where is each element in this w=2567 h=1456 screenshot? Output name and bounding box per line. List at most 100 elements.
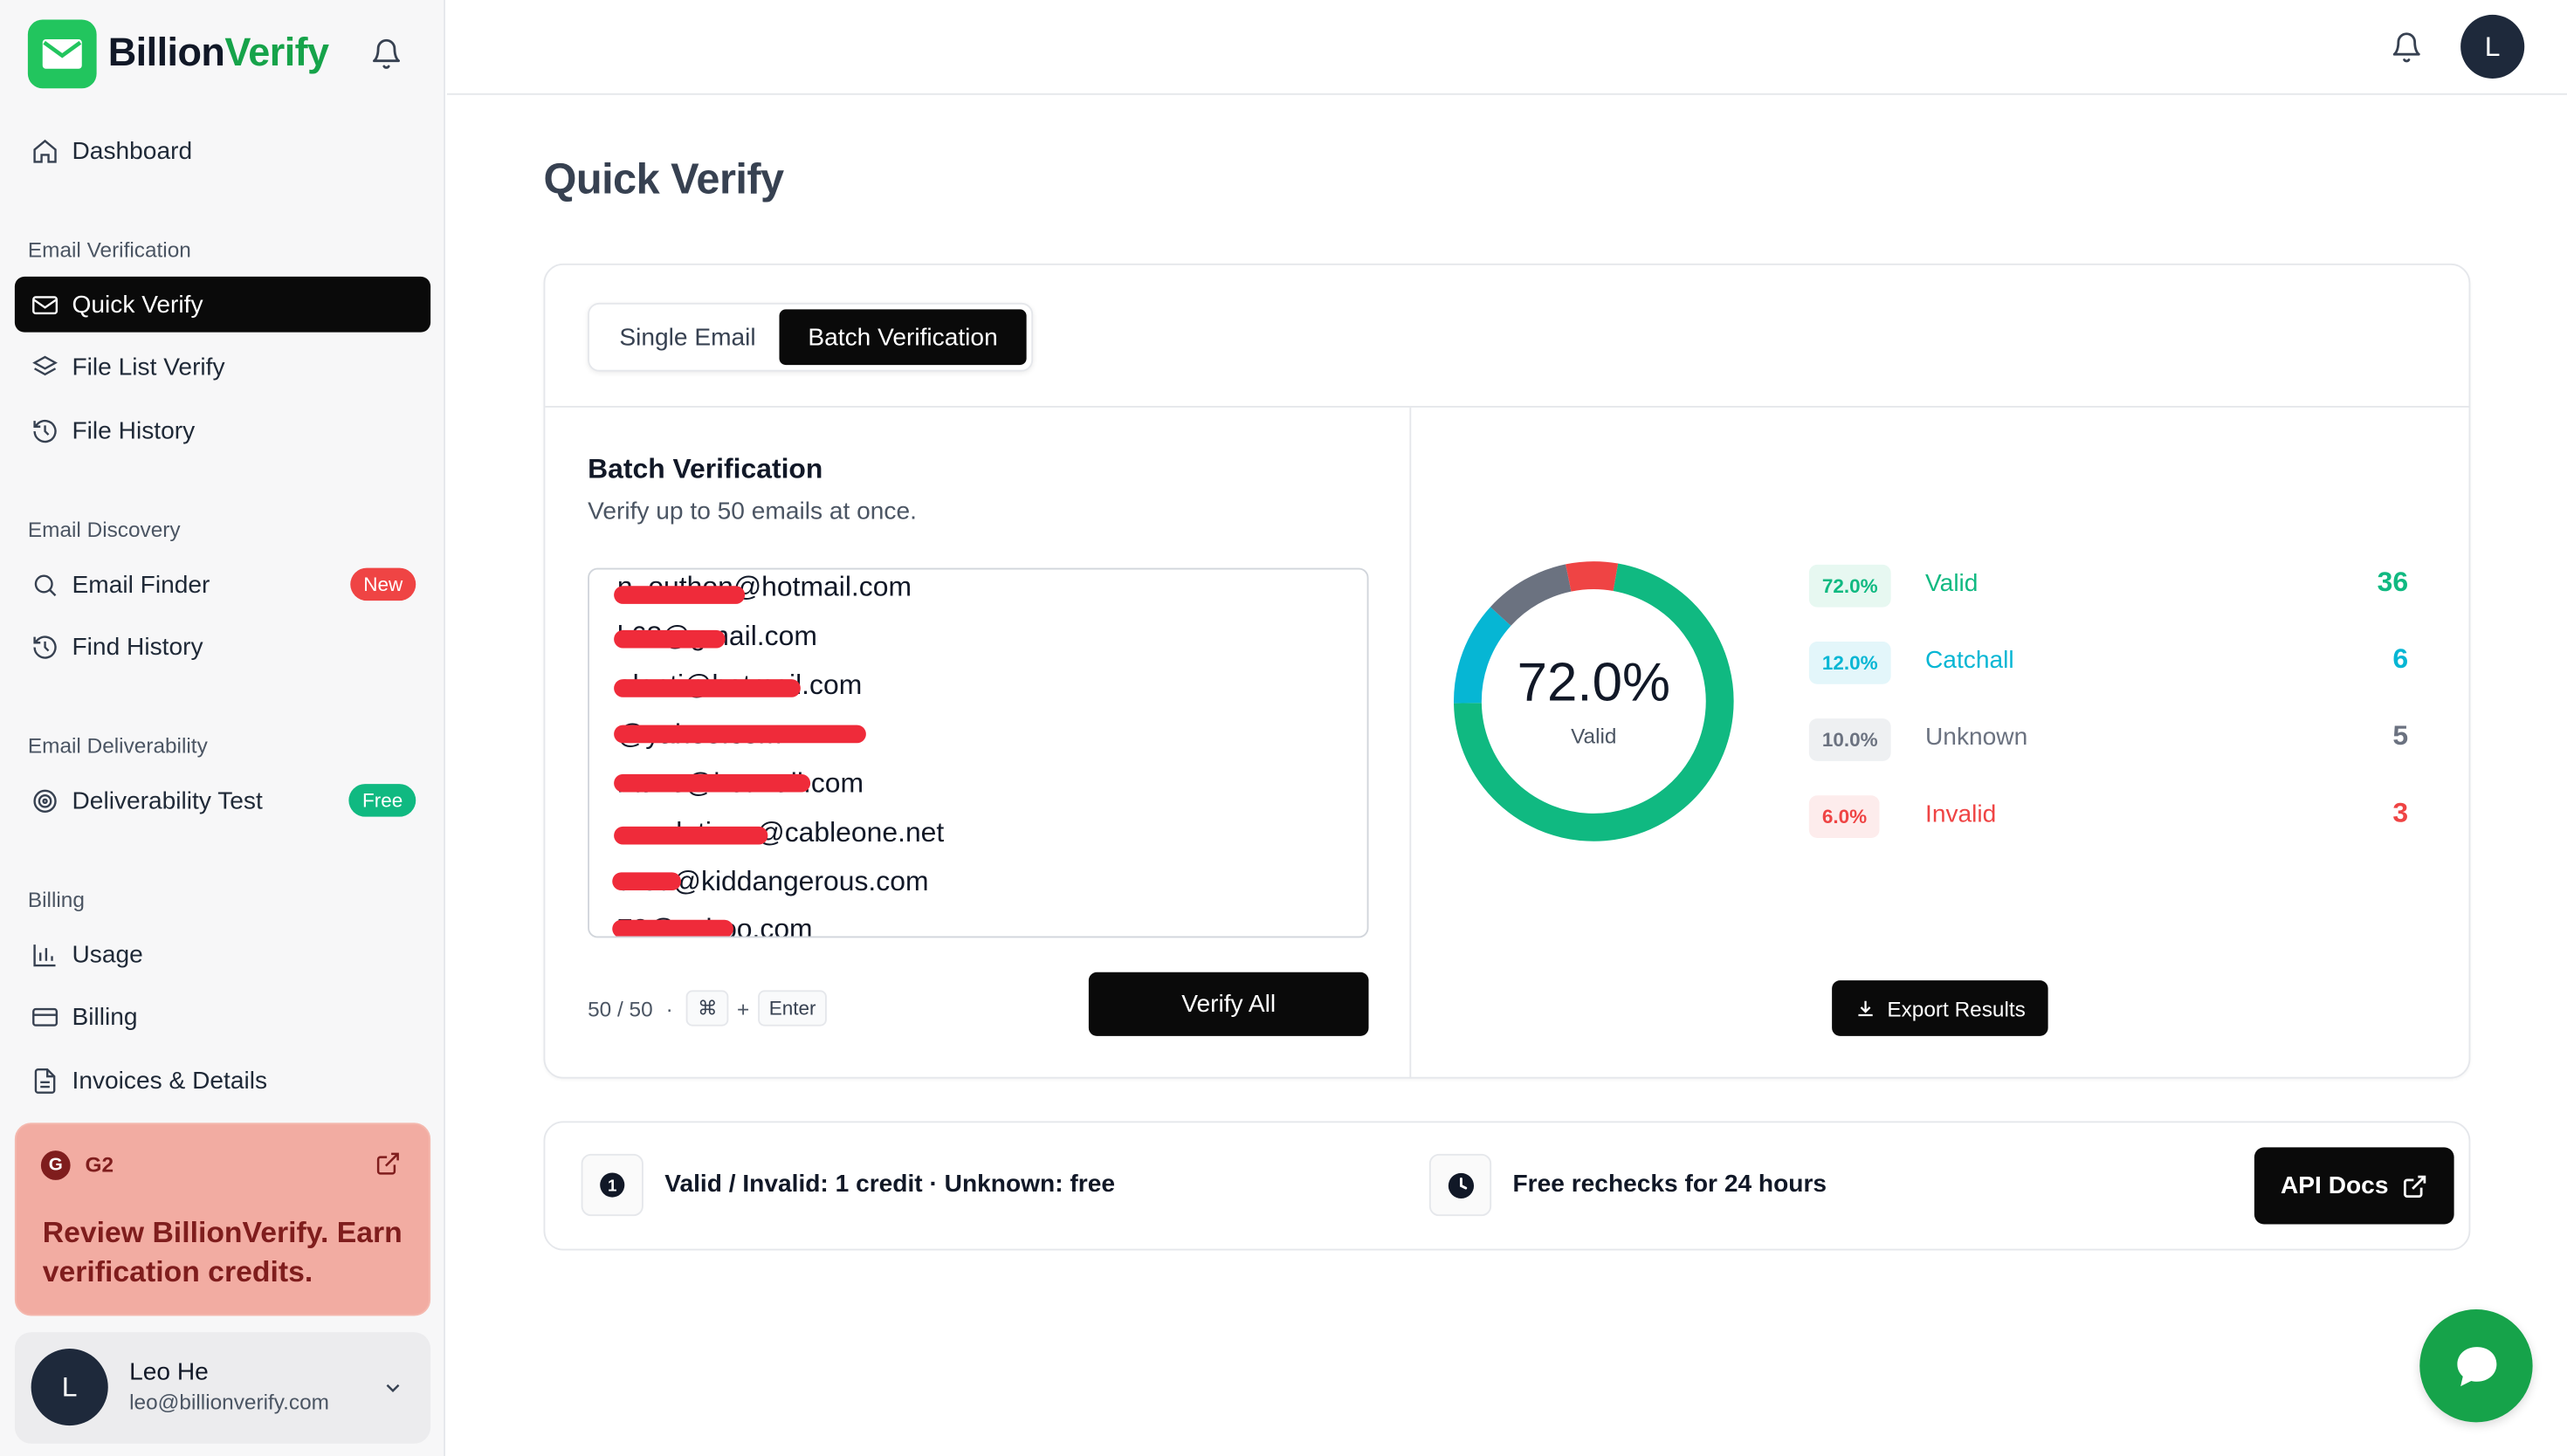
tab-single-email[interactable]: Single Email bbox=[619, 323, 756, 352]
sidebar-item-billing[interactable]: Billing bbox=[15, 989, 430, 1045]
enter-key: Enter bbox=[757, 990, 828, 1027]
stat-label: Unknown bbox=[1925, 723, 2028, 752]
sidebar-item-label: Usage bbox=[72, 940, 143, 969]
stat-count: 36 bbox=[2377, 566, 2409, 598]
section-label-billing: Billing bbox=[27, 887, 85, 912]
redaction-mark bbox=[614, 826, 768, 845]
sidebar-item-label: Quick Verify bbox=[72, 290, 203, 319]
stat-count: 3 bbox=[2392, 797, 2409, 828]
stat-percentage: 12.0% bbox=[1808, 642, 1891, 684]
topbar: L bbox=[446, 0, 2567, 95]
avatar: L bbox=[31, 1349, 108, 1426]
stat-label: Invalid bbox=[1925, 800, 1997, 828]
info-bar: 1 Valid / Invalid: 1 credit · Unknown: f… bbox=[543, 1121, 2471, 1251]
file-text-icon bbox=[30, 1066, 59, 1095]
sidebar-item-label: Email Finder bbox=[72, 570, 210, 599]
redaction-mark bbox=[614, 773, 811, 793]
search-icon bbox=[30, 570, 59, 600]
stat-percentage: 10.0% bbox=[1808, 718, 1891, 761]
bar-chart-icon bbox=[30, 939, 59, 969]
email-count: 50 / 50 bbox=[588, 995, 653, 1021]
g2-text: Review BillionVerify. Earn verification … bbox=[42, 1216, 403, 1288]
chat-bubble-icon bbox=[2456, 1346, 2496, 1386]
cmd-key: ⌘ bbox=[685, 990, 729, 1027]
donut-svg bbox=[1454, 561, 1734, 841]
g2-review-card[interactable]: G G2 Review BillionVerify. Earn verifica… bbox=[14, 1123, 431, 1316]
tab-batch-verification[interactable]: Batch Verification bbox=[779, 309, 1027, 366]
credit-card-icon bbox=[30, 1002, 59, 1032]
sidebar-item-label: Billing bbox=[72, 1002, 138, 1031]
sidebar-item-quick-verify[interactable]: Quick Verify bbox=[14, 276, 431, 333]
export-label: Export Results bbox=[1887, 995, 2026, 1021]
api-docs-label: API Docs bbox=[2280, 1171, 2389, 1200]
redaction-mark bbox=[612, 919, 733, 937]
g2-logo-icon: G bbox=[40, 1150, 71, 1180]
new-badge: New bbox=[350, 567, 416, 601]
credit-info-text: Valid / Invalid: 1 credit · Unknown: fre… bbox=[664, 1170, 1115, 1198]
donut-center-label: Valid bbox=[1571, 723, 1617, 748]
stat-row-unknown: 10.0% Unknown 5 bbox=[1808, 718, 2409, 761]
redaction-mark bbox=[614, 725, 866, 744]
section-label-email-discovery: Email Discovery bbox=[27, 517, 181, 542]
stat-label: Catchall bbox=[1925, 646, 2014, 675]
user-menu[interactable]: L Leo He leo@billionverify.com bbox=[14, 1332, 431, 1444]
separator: · bbox=[665, 995, 673, 1021]
sidebar-item-email-finder[interactable]: Email Finder New bbox=[15, 557, 430, 613]
divider bbox=[1409, 407, 1412, 1079]
sidebar-item-usage[interactable]: Usage bbox=[15, 926, 430, 982]
clock-svg bbox=[1447, 1171, 1474, 1198]
api-docs-button[interactable]: API Docs bbox=[2254, 1147, 2454, 1225]
home-icon bbox=[30, 136, 59, 166]
brand-name-part2: Verify bbox=[224, 31, 329, 76]
mail-check-icon bbox=[30, 290, 59, 319]
sidebar-item-file-history[interactable]: File History bbox=[15, 402, 430, 458]
bell-icon[interactable] bbox=[2391, 31, 2424, 65]
credit-icon: 1 bbox=[581, 1153, 643, 1217]
batch-email-textarea[interactable]: n_outhon@hotmail.com l 68@gmail.com alan… bbox=[588, 567, 1369, 938]
verify-card: Single Email Batch Verification Batch Ve… bbox=[543, 263, 2471, 1079]
donut-slice-unknown bbox=[1490, 564, 1572, 627]
sidebar-item-dashboard[interactable]: Dashboard bbox=[15, 123, 430, 179]
results-donut-chart: 72.0% Valid bbox=[1452, 560, 1735, 842]
section-label-email-deliverability: Email Deliverability bbox=[27, 733, 208, 759]
stat-percentage: 72.0% bbox=[1808, 564, 1891, 608]
stat-label: Valid bbox=[1925, 569, 1979, 598]
stat-count: 6 bbox=[2392, 642, 2409, 675]
external-link-icon[interactable] bbox=[375, 1150, 401, 1177]
donut-slice-catchall bbox=[1454, 607, 1511, 704]
credit-circle-icon: 1 bbox=[600, 1172, 625, 1198]
verify-all-button[interactable]: Verify All bbox=[1088, 972, 1369, 1036]
user-email: leo@billionverify.com bbox=[129, 1389, 329, 1414]
stat-row-invalid: 6.0% Invalid 3 bbox=[1808, 795, 2409, 838]
export-results-button[interactable]: Export Results bbox=[1832, 980, 2048, 1036]
avatar[interactable]: L bbox=[2460, 14, 2525, 79]
mail-logo-icon bbox=[27, 19, 97, 89]
stat-percentage: 6.0% bbox=[1808, 795, 1881, 838]
sidebar-item-label: Deliverability Test bbox=[72, 786, 263, 814]
divider bbox=[545, 406, 2469, 408]
donut-slice-invalid bbox=[1566, 561, 1619, 592]
donut-slice-valid bbox=[1454, 563, 1734, 841]
batch-subtitle: Verify up to 50 emails at once. bbox=[588, 498, 917, 525]
batch-title: Batch Verification bbox=[588, 453, 823, 484]
sidebar-item-deliverability-test[interactable]: Deliverability Test Free bbox=[15, 773, 430, 828]
credit-icon-digit: 1 bbox=[608, 1176, 616, 1194]
plus-sign: + bbox=[736, 995, 750, 1021]
email-counter: 50 / 50 · ⌘ + Enter bbox=[588, 990, 828, 1027]
chat-button[interactable] bbox=[2419, 1309, 2533, 1423]
brand[interactable]: BillionVerify bbox=[27, 19, 329, 89]
sidebar-item-find-history[interactable]: Find History bbox=[15, 619, 430, 675]
download-icon bbox=[1857, 999, 1873, 1016]
sidebar-item-file-list-verify[interactable]: File List Verify bbox=[15, 339, 430, 395]
brand-name: BillionVerify bbox=[108, 31, 329, 78]
sidebar-item-label: Dashboard bbox=[72, 136, 193, 165]
verify-mode-tabs: Single Email Batch Verification bbox=[588, 302, 1034, 372]
stat-count: 5 bbox=[2392, 720, 2409, 752]
sidebar-item-label: Find History bbox=[72, 632, 203, 661]
brand-name-part1: Billion bbox=[107, 31, 225, 76]
stat-row-valid: 72.0% Valid 36 bbox=[1808, 564, 2409, 608]
sidebar-item-invoices[interactable]: Invoices & Details bbox=[15, 1053, 430, 1109]
bell-icon[interactable] bbox=[370, 38, 403, 71]
section-label-email-verification: Email Verification bbox=[27, 237, 191, 262]
recheck-info-text: Free rechecks for 24 hours bbox=[1512, 1170, 1827, 1198]
